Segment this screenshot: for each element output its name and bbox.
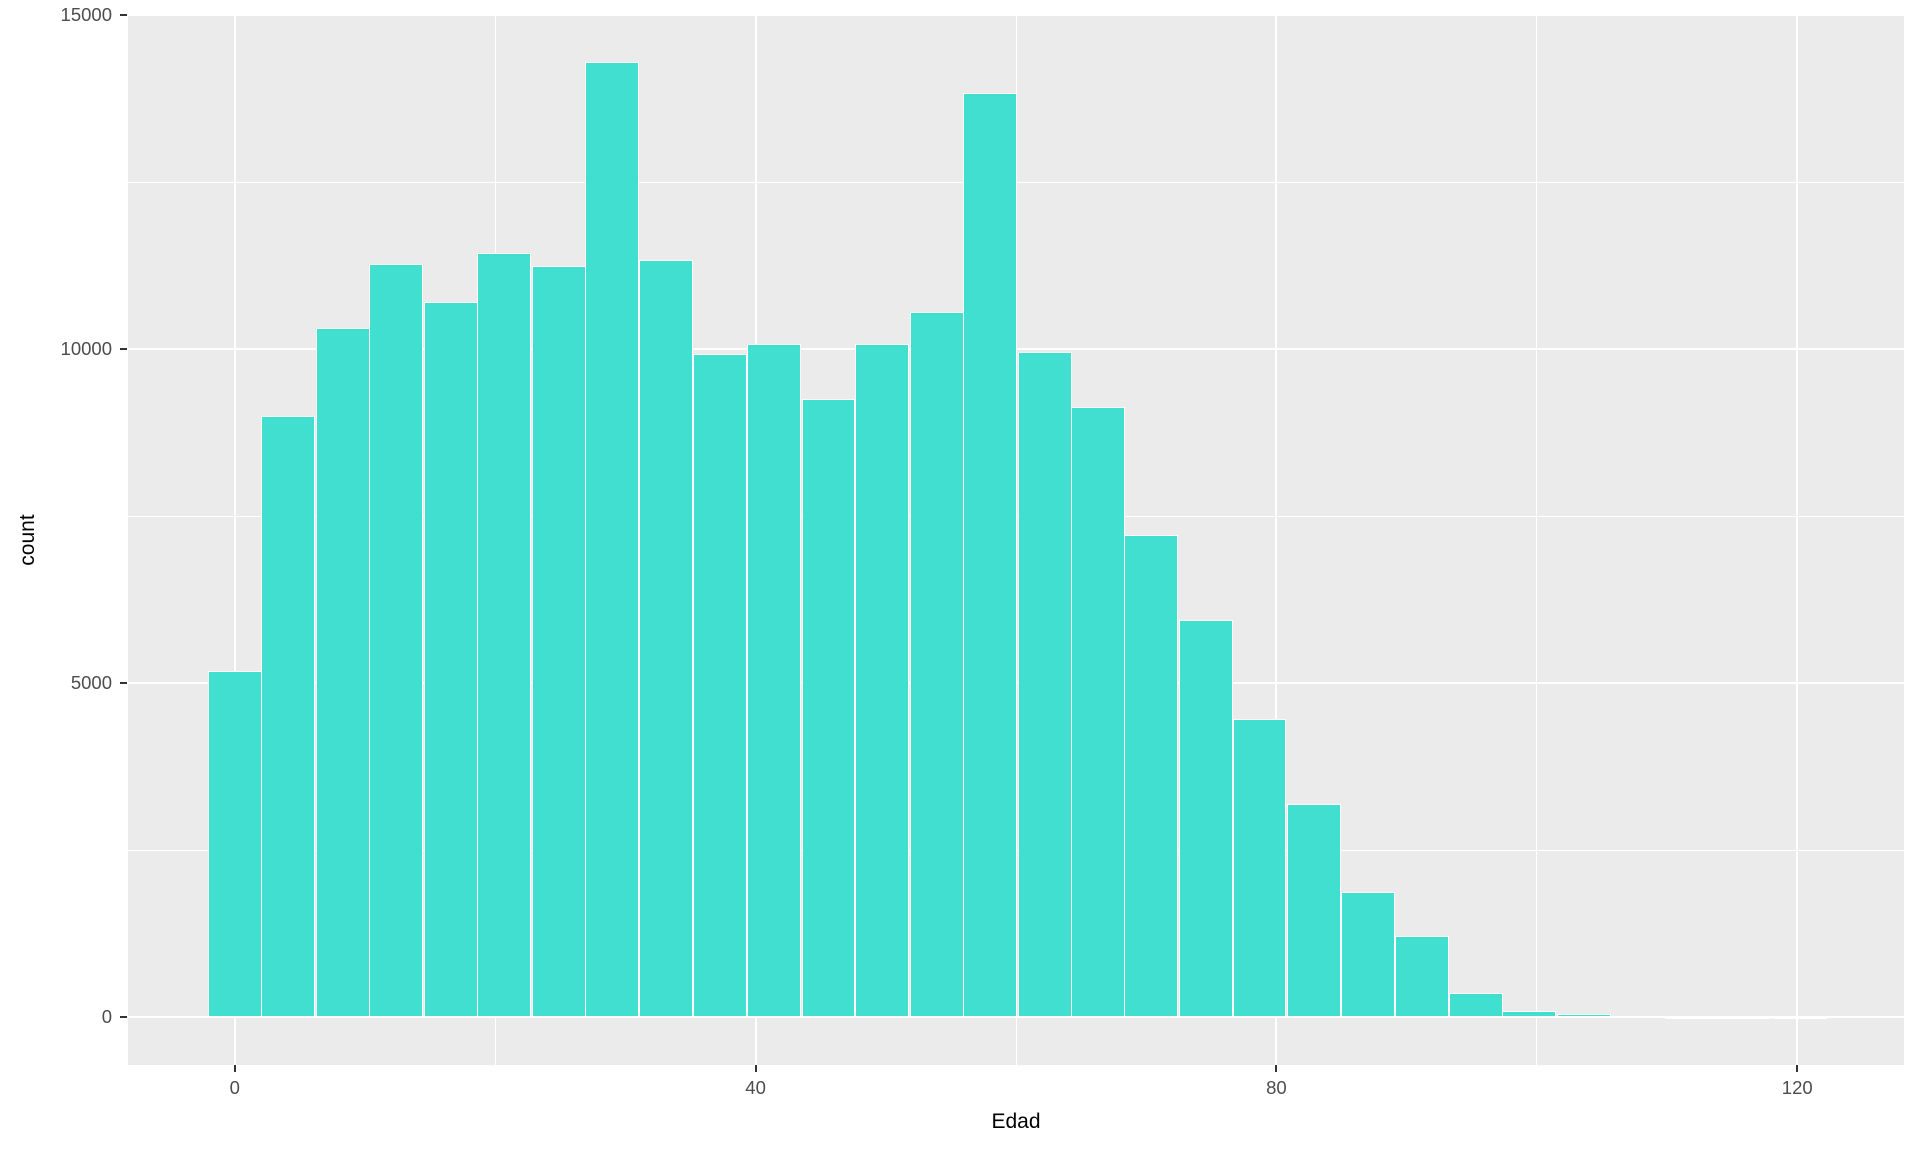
x-tick-label: 40 xyxy=(745,1077,766,1098)
histogram-bar xyxy=(962,92,1017,1018)
histogram-bar xyxy=(1502,1011,1556,1018)
histogram-bar xyxy=(532,266,586,1018)
x-tick-mark xyxy=(1275,1065,1278,1072)
x-major-gridline xyxy=(1796,14,1799,1065)
histogram-bar xyxy=(1232,718,1287,1018)
histogram-bar xyxy=(1071,406,1125,1018)
x-tick-label: 80 xyxy=(1266,1077,1287,1098)
y-major-gridline xyxy=(128,14,1904,16)
histogram-bar xyxy=(1179,620,1234,1018)
y-tick-label: 5000 xyxy=(70,672,112,694)
x-major-gridline xyxy=(233,14,236,1065)
histogram-bar xyxy=(1664,1016,1719,1019)
x-tick-label: 120 xyxy=(1781,1077,1813,1098)
histogram-bar xyxy=(207,671,262,1018)
histogram-bar xyxy=(1124,535,1179,1018)
x-major-gridline xyxy=(1275,14,1278,1065)
histogram-bar xyxy=(854,344,909,1018)
y-tick-mark xyxy=(120,682,127,685)
histogram-bar xyxy=(1718,1016,1773,1019)
histogram-bar xyxy=(909,312,964,1018)
y-tick-label: 0 xyxy=(101,1006,112,1028)
y-tick-mark xyxy=(120,14,127,16)
x-tick-mark xyxy=(233,1065,236,1072)
x-minor-gridline xyxy=(1536,14,1538,1065)
histogram-bar xyxy=(1340,892,1395,1018)
histogram-bar xyxy=(801,398,856,1018)
histogram-bar xyxy=(315,327,370,1018)
histogram-bar xyxy=(1287,804,1342,1018)
x-tick-mark xyxy=(1796,1065,1799,1072)
histogram-bar xyxy=(746,343,801,1018)
histogram-bar xyxy=(1395,936,1450,1018)
histogram-bar xyxy=(423,302,478,1018)
y-tick-label: 10000 xyxy=(60,338,112,360)
y-major-gridline xyxy=(128,1016,1904,1019)
plot-panel xyxy=(128,14,1904,1065)
histogram-bar xyxy=(261,415,316,1018)
x-axis-title: Edad xyxy=(991,1110,1041,1133)
y-tick-mark xyxy=(120,348,127,351)
y-axis-title: count xyxy=(16,513,39,566)
x-tick-mark xyxy=(754,1065,757,1072)
histogram-bar xyxy=(1772,1017,1827,1020)
histogram-bar xyxy=(1448,993,1503,1018)
histogram-bar xyxy=(369,264,424,1018)
histogram-bar xyxy=(477,252,532,1018)
y-tick-mark xyxy=(120,1016,127,1019)
histogram-bar xyxy=(585,61,640,1018)
histogram-bar xyxy=(1556,1014,1611,1018)
histogram-bar xyxy=(638,259,693,1018)
y-tick-label: 15000 xyxy=(60,4,112,25)
histogram-bar xyxy=(693,354,748,1018)
histogram-bar xyxy=(1610,1015,1665,1018)
histogram-bar xyxy=(1017,351,1072,1018)
x-tick-label: 0 xyxy=(229,1077,240,1098)
